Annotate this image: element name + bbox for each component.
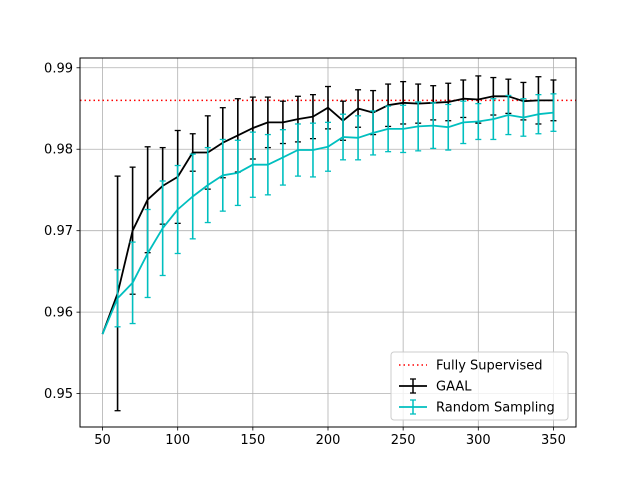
ticks: 50 100 150 200 250 300 350 0.95 0.96 0.97 0.98 0.99: [44, 61, 566, 448]
x-tick-label: 150: [240, 433, 265, 448]
y-tick-label: 0.98: [44, 143, 73, 158]
y-tick-label: 0.96: [44, 306, 73, 321]
y-tick-label: 0.97: [44, 224, 73, 239]
series-line: [101, 111, 554, 335]
x-tick-label: 200: [316, 433, 341, 448]
legend-label: Random Sampling: [436, 401, 555, 416]
y-tick-label: 0.99: [44, 61, 73, 76]
plot-area: [101, 75, 557, 412]
y-tick-label: 0.95: [44, 387, 73, 402]
legend-box: [390, 351, 569, 421]
legend-label: Fully Supervised: [436, 359, 542, 374]
legend-label: GAAL: [436, 380, 472, 395]
x-tick-label: 100: [165, 433, 190, 448]
x-tick-label: 350: [541, 433, 566, 448]
x-tick-label: 50: [94, 433, 111, 448]
legend: Fully Supervised GAAL Random Sampling: [390, 351, 569, 421]
x-tick-label: 300: [466, 433, 491, 448]
x-tick-label: 250: [391, 433, 416, 448]
series-random-sampling: [101, 93, 557, 335]
